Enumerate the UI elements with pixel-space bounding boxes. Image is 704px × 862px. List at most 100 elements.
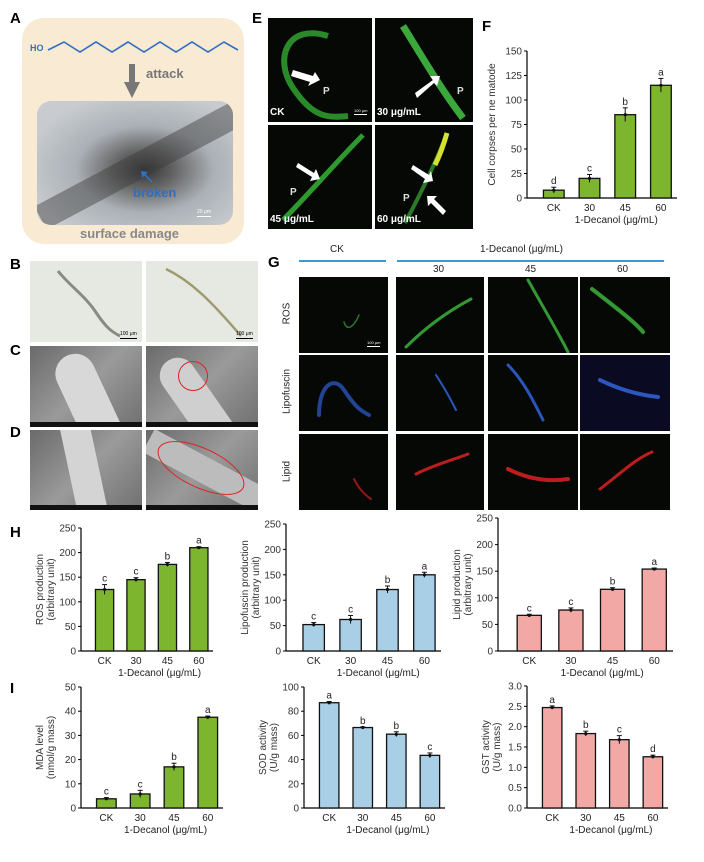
g-image-ros-45: [488, 277, 578, 353]
chart-h2-x-tick-label: 60: [419, 656, 431, 667]
chart-h3-significance-letter: c: [527, 603, 532, 614]
chart-i2-y-tick-label: 100: [282, 683, 299, 694]
chart-i3-significance-letter: d: [650, 744, 656, 755]
chart-f-bar: [649, 84, 672, 199]
chart-h1-y-tick-label: 100: [59, 597, 76, 608]
chart-i3-data-point: [617, 738, 621, 742]
chart-i3-bar: [608, 739, 630, 809]
chart-h2-y-tick-label: 250: [264, 520, 281, 531]
chart-i3-y-label: GST activity: [481, 720, 492, 774]
chart-h3-y-tick-label: 0: [487, 647, 493, 658]
chart-h3-y-tick-label: 250: [476, 514, 493, 525]
fluorescence-30: P 30 μg/mL: [375, 18, 473, 122]
chart-h3-y-tick-label: 100: [476, 593, 493, 604]
chart-h1-x-tick-label: 30: [130, 656, 142, 667]
chart-i3-significance-letter: a: [549, 695, 555, 706]
chart-h1-significance-letter: c: [102, 574, 107, 585]
chart-i2-data-point: [394, 732, 398, 736]
chart-h2-y-tick-label: 150: [264, 570, 281, 581]
g-image-ros-30: [396, 277, 484, 353]
chart-i2-bar: [318, 702, 340, 809]
chart-i3-x-tick-label: 45: [614, 813, 626, 824]
chart-h3-x-tick-label: CK: [522, 656, 536, 667]
chart-f-x-tick-label: CK: [547, 203, 561, 214]
panel-label-a: A: [10, 10, 21, 27]
chart-i2-data-point: [428, 753, 432, 757]
chart-i1-y-label-unit: (nmol/g mass): [46, 716, 57, 779]
g-image-lipid-60: [580, 434, 670, 510]
chart-i3-y-tick-label: 0.0: [508, 804, 522, 815]
chart-i2-bar: [385, 733, 407, 809]
p-label: P: [457, 86, 464, 97]
chart-f-significance-letter: d: [551, 176, 557, 187]
ck-header-line: [299, 260, 386, 262]
chart-h2-bar: [376, 588, 399, 652]
chart-i1-x-tick-label: 60: [202, 813, 214, 824]
chart-i2-y-tick-label: 40: [288, 755, 300, 766]
surface-damage-micrograph: 20 μm: [37, 101, 233, 225]
chart-h2-y-label-unit: (arbitrary unit): [251, 556, 262, 618]
chart-i2-x-tick-label: 30: [357, 813, 369, 824]
chart-h2-x-tick-label: CK: [307, 656, 321, 667]
chart-h1-bar: [94, 588, 115, 652]
chart-h2-x-tick-label: 45: [382, 656, 394, 667]
chart-i2-bar: [352, 726, 374, 809]
image-caption: 60 μg/mL: [377, 214, 421, 225]
chart-h1-y-tick-label: 0: [70, 647, 76, 658]
chart-i1-y-tick-label: 30: [65, 731, 77, 742]
chart-h1-data-point: [102, 587, 107, 592]
chart-h1-data-point: [197, 546, 201, 550]
panel-label-g: G: [268, 254, 280, 271]
chart-h3-data-point: [569, 608, 573, 612]
chart-h2-data-point: [348, 617, 353, 622]
chart-f-y-tick-label: 125: [505, 71, 522, 82]
chart-h2-y-tick-label: 0: [275, 647, 281, 658]
chart-i2-y-tick-label: 60: [288, 731, 300, 742]
chart-i3-y-tick-label: 3.0: [508, 682, 522, 693]
fluorescence-45: P 45 μg/mL: [268, 125, 372, 229]
chart-i3-x-tick-label: CK: [545, 813, 559, 824]
scale-bar: 100 μm: [236, 331, 253, 339]
chart-h3-bar: [641, 568, 667, 652]
chart-i3-bar: [541, 706, 563, 809]
g-col-30: 30: [433, 264, 445, 275]
chart-f-y-tick-label: 100: [505, 96, 522, 107]
chart-i1-significance-letter: c: [138, 779, 143, 790]
chart-h2-data-point: [422, 573, 426, 577]
chart-h3-significance-letter: c: [568, 597, 573, 608]
chart-i1-data-point: [138, 792, 142, 796]
decanol-structure-icon: [47, 41, 239, 53]
chart-i1-y-tick-label: 40: [65, 707, 77, 718]
chart-f-y-tick-label: 150: [505, 47, 522, 58]
chart-h2-data-point: [385, 587, 390, 592]
chart-i1-y-tick-label: 50: [65, 683, 77, 694]
chart-h3-significance-letter: a: [651, 557, 657, 568]
g-ck-header: CK: [330, 244, 344, 255]
chart-h2-significance-letter: c: [311, 612, 316, 623]
chart-f-x-label: 1-Decanol (μg/mL): [575, 215, 658, 226]
chart-i1-significance-letter: b: [171, 752, 177, 763]
g-image-lipid-45: [488, 434, 578, 510]
g-image-lipid-ck: [299, 434, 388, 510]
g-image-ros-ck: [299, 277, 388, 353]
chart-f-significance-letter: b: [622, 97, 628, 108]
chart-i1-x-tick-label: CK: [99, 813, 113, 824]
chart-h1-bar: [157, 563, 178, 652]
chart-i2-y-label: SOD activity: [258, 720, 269, 775]
g-image-lipid-30: [396, 434, 484, 510]
chart-h3-y-tick-label: 150: [476, 567, 493, 578]
chart-f-y-tick-label: 50: [511, 145, 523, 156]
chart-h1-y-tick-label: 150: [59, 573, 76, 584]
chart-f-x-tick-label: 45: [620, 203, 632, 214]
chart-f-significance-letter: c: [587, 163, 592, 174]
chart-h1-significance-letter: a: [196, 536, 202, 547]
chart-f-bar: [614, 114, 637, 199]
chart-i1-y-tick-label: 20: [65, 755, 77, 766]
attack-label: attack: [146, 66, 184, 81]
image-caption: 45 μg/mL: [270, 214, 314, 225]
chart-h1-x-tick-label: 45: [162, 656, 174, 667]
chart-i2-x-tick-label: 45: [391, 813, 403, 824]
chart-h1-y-label-unit: (arbitrary unit): [46, 558, 57, 620]
p-label: P: [290, 187, 297, 198]
chart-h2-significance-letter: b: [385, 575, 391, 586]
